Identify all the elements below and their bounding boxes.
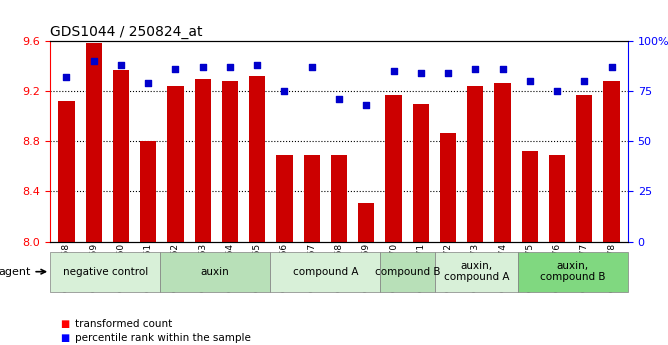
Bar — [576, 95, 593, 242]
Point — [197, 65, 208, 70]
Bar — [522, 151, 538, 242]
Text: agent: agent — [0, 267, 45, 277]
Bar — [603, 81, 620, 242]
Point — [116, 63, 126, 68]
Text: compound A: compound A — [293, 267, 358, 277]
Bar — [436, 252, 518, 292]
Bar — [249, 76, 265, 242]
Bar — [413, 104, 429, 242]
Text: compound B: compound B — [375, 267, 441, 277]
Point — [143, 81, 154, 86]
Text: negative control: negative control — [63, 267, 148, 277]
Bar — [271, 252, 380, 292]
Bar — [58, 101, 75, 242]
Bar — [167, 87, 184, 241]
Point — [607, 65, 617, 70]
Text: auxin,
compound A: auxin, compound A — [444, 261, 509, 283]
Text: ■: ■ — [60, 319, 69, 329]
Point — [552, 89, 562, 94]
Point — [415, 71, 426, 76]
Bar — [222, 81, 238, 242]
Point — [307, 65, 317, 70]
Bar — [518, 252, 628, 292]
Bar — [303, 155, 320, 242]
Bar — [549, 155, 565, 242]
Bar — [380, 252, 436, 292]
Point — [524, 79, 535, 84]
Bar — [160, 252, 271, 292]
Point — [170, 67, 181, 72]
Bar — [113, 70, 129, 242]
Bar — [358, 203, 375, 241]
Point — [279, 89, 290, 94]
Bar — [467, 87, 484, 241]
Bar — [494, 83, 511, 242]
Point — [470, 67, 481, 72]
Text: percentile rank within the sample: percentile rank within the sample — [75, 333, 250, 343]
Point — [361, 103, 371, 108]
Text: GDS1044 / 250824_at: GDS1044 / 250824_at — [50, 25, 202, 39]
Point — [88, 59, 99, 64]
Text: auxin,
compound B: auxin, compound B — [540, 261, 606, 283]
Bar — [277, 155, 293, 242]
Bar — [50, 252, 160, 292]
Text: transformed count: transformed count — [75, 319, 172, 329]
Point — [224, 65, 235, 70]
Point — [252, 63, 263, 68]
Bar — [385, 95, 401, 242]
Text: ■: ■ — [60, 333, 69, 343]
Point — [443, 71, 454, 76]
Bar — [140, 141, 156, 242]
Bar — [194, 79, 211, 242]
Bar — [440, 133, 456, 242]
Point — [497, 67, 508, 72]
Text: auxin: auxin — [201, 267, 230, 277]
Point — [579, 79, 590, 84]
Point — [61, 75, 71, 80]
Point — [334, 97, 345, 102]
Bar — [331, 155, 347, 242]
Bar — [86, 43, 102, 242]
Point — [388, 69, 399, 74]
